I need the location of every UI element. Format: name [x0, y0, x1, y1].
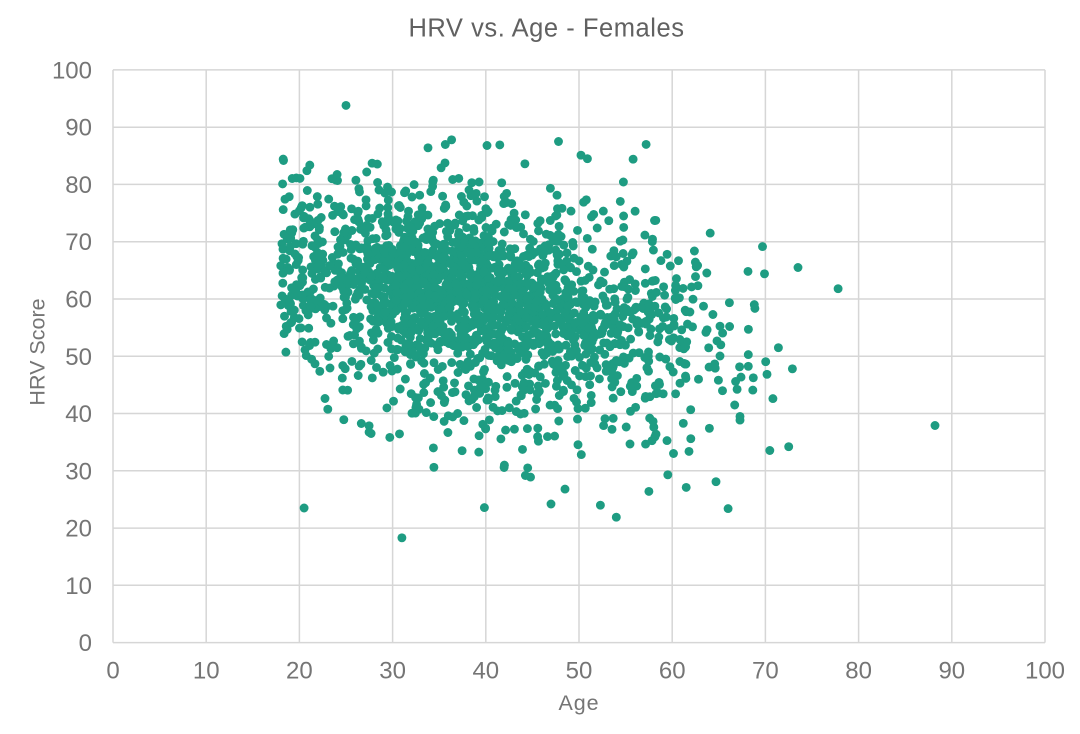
svg-text:10: 10: [193, 658, 220, 685]
svg-text:90: 90: [938, 658, 965, 685]
svg-text:60: 60: [65, 287, 92, 314]
svg-text:30: 30: [379, 658, 406, 685]
svg-text:60: 60: [659, 658, 686, 685]
svg-text:0: 0: [79, 630, 92, 657]
svg-text:80: 80: [845, 658, 872, 685]
svg-text:50: 50: [566, 658, 593, 685]
svg-text:100: 100: [52, 57, 92, 84]
svg-text:HRV vs. Age - Females: HRV vs. Age - Females: [408, 15, 684, 43]
svg-text:50: 50: [65, 344, 92, 371]
svg-text:70: 70: [752, 658, 779, 685]
svg-text:40: 40: [472, 658, 499, 685]
svg-text:40: 40: [65, 401, 92, 428]
svg-text:0: 0: [106, 658, 119, 685]
svg-text:70: 70: [65, 229, 92, 256]
svg-text:90: 90: [65, 115, 92, 142]
svg-text:30: 30: [65, 458, 92, 485]
svg-text:100: 100: [1025, 658, 1065, 685]
svg-text:20: 20: [65, 516, 92, 543]
svg-text:20: 20: [286, 658, 313, 685]
svg-text:80: 80: [65, 172, 92, 199]
svg-text:Age: Age: [559, 691, 600, 715]
svg-text:10: 10: [65, 573, 92, 600]
svg-text:HRV Score: HRV Score: [25, 298, 49, 405]
